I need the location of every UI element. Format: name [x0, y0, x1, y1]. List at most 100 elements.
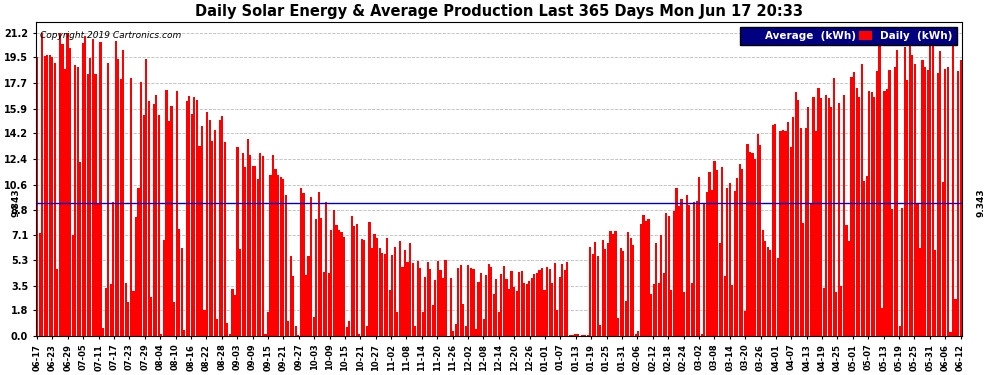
- Bar: [853, 72, 855, 336]
- Bar: [825, 95, 828, 336]
- Bar: [881, 308, 883, 336]
- Bar: [714, 161, 716, 336]
- Bar: [47, 55, 49, 336]
- Bar: [44, 56, 46, 336]
- Bar: [691, 282, 693, 336]
- Bar: [378, 248, 381, 336]
- Bar: [165, 90, 167, 336]
- Bar: [201, 126, 203, 336]
- Bar: [183, 330, 185, 336]
- Bar: [734, 191, 736, 336]
- Bar: [39, 234, 41, 336]
- Bar: [477, 282, 479, 336]
- Bar: [245, 167, 247, 336]
- Bar: [462, 304, 464, 336]
- Bar: [701, 334, 703, 336]
- Bar: [459, 265, 462, 336]
- Bar: [779, 130, 781, 336]
- Bar: [597, 256, 599, 336]
- Bar: [274, 169, 276, 336]
- Bar: [724, 276, 726, 336]
- Bar: [138, 188, 140, 336]
- Bar: [249, 155, 251, 336]
- Bar: [209, 120, 211, 336]
- Bar: [906, 80, 909, 336]
- Bar: [584, 335, 586, 336]
- Bar: [76, 67, 79, 336]
- Bar: [935, 250, 937, 336]
- Bar: [868, 91, 870, 336]
- Bar: [949, 332, 951, 336]
- Bar: [254, 166, 256, 336]
- Bar: [61, 45, 63, 336]
- Bar: [607, 243, 609, 336]
- Bar: [498, 312, 500, 336]
- Bar: [338, 230, 341, 336]
- Bar: [795, 92, 797, 336]
- Bar: [878, 39, 880, 336]
- Bar: [635, 334, 637, 336]
- Bar: [759, 146, 761, 336]
- Bar: [482, 319, 485, 336]
- Bar: [886, 89, 888, 336]
- Bar: [941, 182, 943, 336]
- Bar: [94, 74, 96, 336]
- Bar: [855, 88, 857, 336]
- Bar: [615, 231, 617, 336]
- Bar: [120, 79, 122, 336]
- Bar: [414, 326, 416, 336]
- Bar: [505, 279, 508, 336]
- Bar: [341, 232, 343, 336]
- Bar: [919, 248, 921, 336]
- Bar: [440, 270, 442, 336]
- Bar: [99, 42, 102, 336]
- Bar: [261, 156, 264, 336]
- Bar: [417, 261, 419, 336]
- Bar: [561, 264, 563, 336]
- Bar: [836, 292, 838, 336]
- Bar: [924, 68, 927, 336]
- Bar: [586, 334, 589, 336]
- Bar: [652, 284, 654, 336]
- Bar: [475, 328, 477, 336]
- Bar: [432, 305, 434, 336]
- Title: Daily Solar Energy & Average Production Last 365 Days Mon Jun 17 20:33: Daily Solar Energy & Average Production …: [195, 4, 803, 19]
- Bar: [480, 273, 482, 336]
- Bar: [828, 99, 830, 336]
- Bar: [761, 230, 764, 336]
- Bar: [348, 321, 350, 336]
- Bar: [513, 287, 515, 336]
- Bar: [571, 335, 573, 336]
- Bar: [130, 78, 132, 336]
- Bar: [394, 247, 396, 336]
- Text: 9.343: 9.343: [977, 188, 986, 217]
- Bar: [472, 269, 474, 336]
- Bar: [873, 97, 875, 336]
- Bar: [558, 278, 560, 336]
- Bar: [422, 312, 424, 336]
- Bar: [360, 239, 363, 336]
- Bar: [326, 202, 328, 336]
- Bar: [401, 267, 404, 336]
- Bar: [186, 101, 188, 336]
- Bar: [115, 41, 117, 336]
- Bar: [391, 255, 393, 336]
- Bar: [633, 246, 635, 336]
- Bar: [709, 172, 711, 336]
- Bar: [214, 130, 216, 336]
- Bar: [105, 288, 107, 336]
- Bar: [790, 147, 792, 336]
- Bar: [516, 291, 518, 336]
- Bar: [675, 188, 677, 336]
- Bar: [800, 128, 802, 336]
- Bar: [140, 82, 143, 336]
- Bar: [163, 240, 165, 336]
- Bar: [41, 33, 44, 336]
- Bar: [650, 294, 652, 336]
- Bar: [847, 241, 850, 336]
- Bar: [353, 226, 355, 336]
- Bar: [175, 91, 177, 336]
- Bar: [193, 97, 195, 336]
- Bar: [604, 249, 607, 336]
- Bar: [84, 36, 86, 336]
